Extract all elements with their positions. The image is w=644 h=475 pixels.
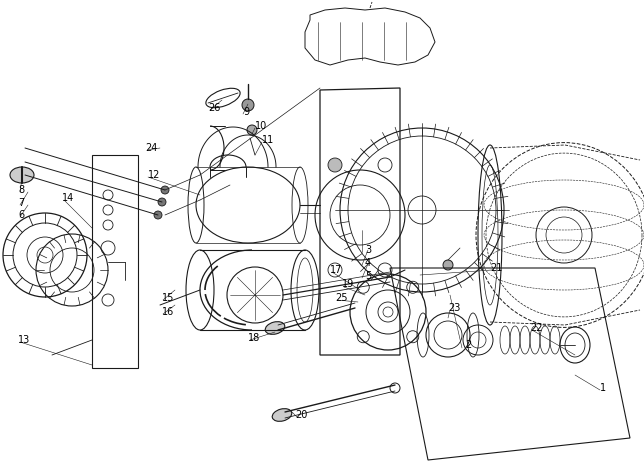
Circle shape <box>161 186 169 194</box>
Text: 6: 6 <box>18 210 24 220</box>
Text: 1: 1 <box>600 383 606 393</box>
Text: 25: 25 <box>335 293 348 303</box>
Ellipse shape <box>272 408 292 421</box>
Text: 5: 5 <box>365 271 371 281</box>
Text: 8: 8 <box>18 185 24 195</box>
Text: 24: 24 <box>145 143 157 153</box>
Text: 23: 23 <box>448 303 460 313</box>
Text: 15: 15 <box>162 293 175 303</box>
Text: 3: 3 <box>365 245 371 255</box>
Text: 21: 21 <box>490 263 502 273</box>
Text: 14: 14 <box>62 193 74 203</box>
Text: 9: 9 <box>243 107 249 117</box>
Text: 11: 11 <box>262 135 274 145</box>
Text: 10: 10 <box>255 121 267 131</box>
Text: 26: 26 <box>208 103 220 113</box>
Text: 12: 12 <box>148 170 160 180</box>
Ellipse shape <box>265 322 285 334</box>
Circle shape <box>242 99 254 111</box>
Circle shape <box>247 125 257 135</box>
Text: 17: 17 <box>330 265 343 275</box>
Text: 2: 2 <box>465 340 471 350</box>
Text: 7: 7 <box>18 198 24 208</box>
Circle shape <box>158 198 166 206</box>
Text: 13: 13 <box>18 335 30 345</box>
Circle shape <box>328 158 342 172</box>
Text: 16: 16 <box>162 307 175 317</box>
Circle shape <box>443 260 453 270</box>
Text: 4: 4 <box>365 258 371 268</box>
Ellipse shape <box>10 167 34 183</box>
Text: 20: 20 <box>295 410 307 420</box>
Text: 22: 22 <box>530 323 542 333</box>
Text: 19: 19 <box>342 279 354 289</box>
Circle shape <box>154 211 162 219</box>
Text: 18: 18 <box>248 333 260 343</box>
